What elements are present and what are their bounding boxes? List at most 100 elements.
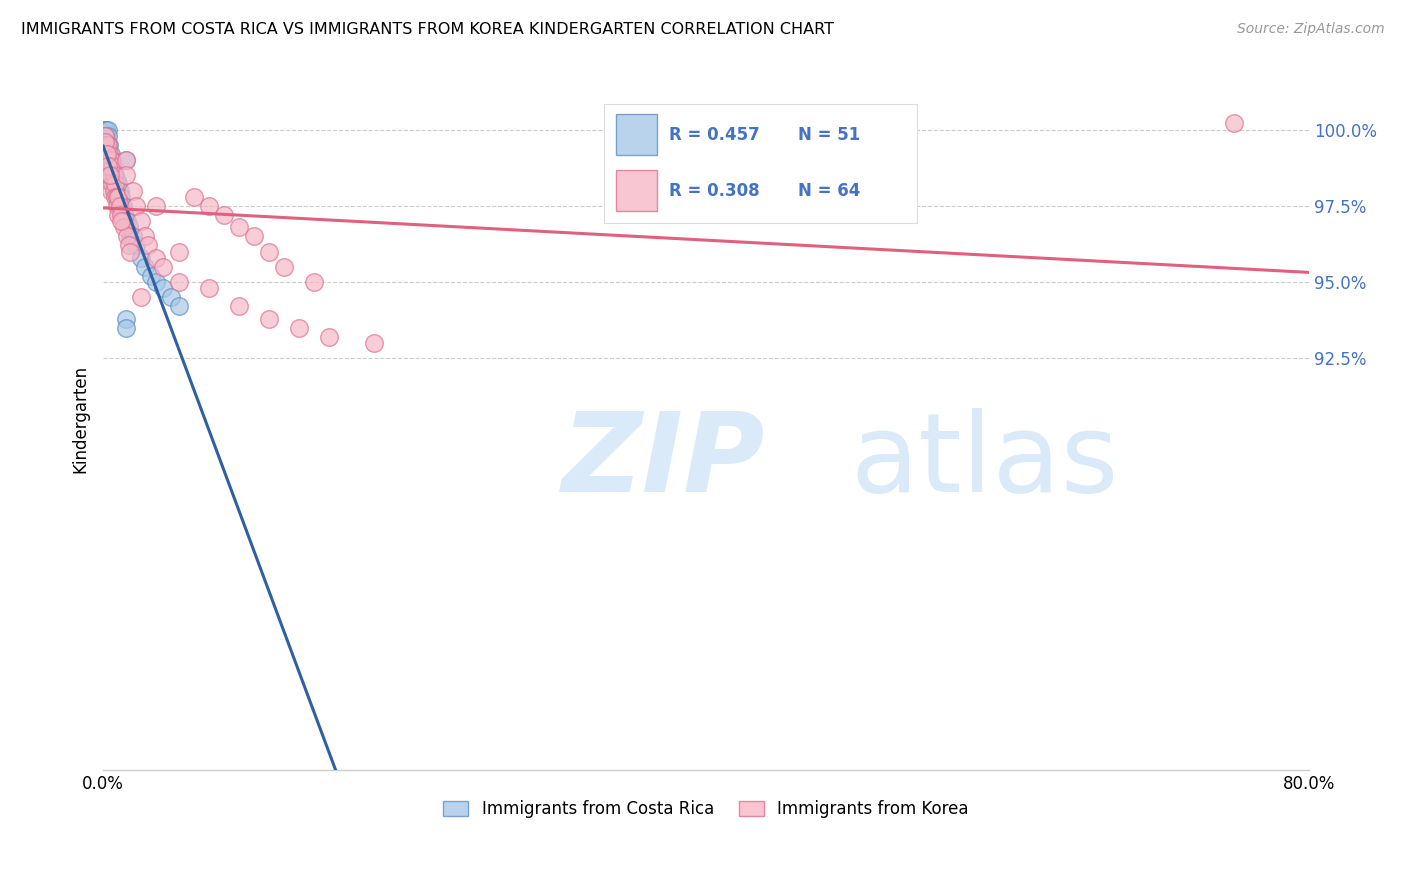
Point — [94, 147, 117, 161]
Point — [101, 159, 124, 173]
Point — [98, 168, 121, 182]
Point — [101, 153, 124, 167]
Point — [103, 184, 125, 198]
Point — [118, 220, 141, 235]
Point — [129, 251, 152, 265]
Point — [114, 320, 136, 334]
Point — [105, 174, 128, 188]
Point — [100, 159, 122, 173]
Point — [93, 137, 115, 152]
Point — [120, 244, 142, 259]
Point — [97, 137, 120, 152]
Point — [302, 275, 325, 289]
Text: IMMIGRANTS FROM COSTA RICA VS IMMIGRANTS FROM KOREA KINDERGARTEN CORRELATION CHA: IMMIGRANTS FROM COSTA RICA VS IMMIGRANTS… — [21, 22, 834, 37]
Point — [103, 159, 125, 173]
Y-axis label: Kindergarten: Kindergarten — [72, 365, 89, 474]
Point — [167, 244, 190, 259]
Point — [167, 300, 190, 314]
Point — [98, 168, 121, 182]
Point — [183, 189, 205, 203]
Point — [104, 184, 127, 198]
Point — [108, 184, 131, 198]
Point — [111, 214, 134, 228]
Point — [98, 168, 121, 182]
Point — [243, 229, 266, 244]
Point — [105, 189, 128, 203]
Point — [97, 159, 120, 173]
Point — [96, 147, 118, 161]
Point — [112, 205, 135, 219]
Point — [167, 275, 190, 289]
Point — [257, 244, 280, 259]
Point — [145, 199, 167, 213]
Point — [103, 178, 125, 192]
Point — [134, 229, 156, 244]
Point — [93, 128, 115, 143]
Point — [97, 122, 120, 136]
Point — [114, 311, 136, 326]
Point — [93, 122, 115, 136]
Point — [1222, 116, 1244, 130]
Point — [100, 153, 122, 167]
Point — [125, 199, 148, 213]
Point — [96, 137, 118, 152]
Point — [160, 290, 183, 304]
Point — [212, 208, 235, 222]
Point — [105, 199, 128, 213]
Point — [141, 268, 163, 283]
Point — [257, 311, 280, 326]
Point — [145, 275, 167, 289]
Point — [94, 137, 117, 152]
Point — [120, 229, 142, 244]
Point — [98, 153, 121, 167]
Point — [110, 214, 132, 228]
Point — [122, 184, 145, 198]
Text: ZIP: ZIP — [561, 408, 765, 515]
Point — [97, 159, 120, 173]
Point — [94, 122, 117, 136]
Point — [110, 189, 132, 203]
Point — [104, 168, 127, 182]
Point — [228, 220, 250, 235]
Legend: Immigrants from Costa Rica, Immigrants from Korea: Immigrants from Costa Rica, Immigrants f… — [437, 794, 976, 825]
Point — [118, 238, 141, 252]
Point — [145, 251, 167, 265]
Point — [112, 220, 135, 235]
Point — [97, 137, 120, 152]
Point — [104, 178, 127, 192]
Point — [152, 281, 174, 295]
Point — [98, 147, 121, 161]
Point — [100, 184, 122, 198]
Point — [97, 168, 120, 182]
Point — [117, 214, 139, 228]
Point — [100, 168, 122, 182]
Point — [363, 336, 385, 351]
Point — [98, 137, 121, 152]
Point — [100, 168, 122, 182]
Point — [100, 168, 122, 182]
Point — [152, 260, 174, 274]
Point — [110, 208, 132, 222]
Text: atlas: atlas — [851, 408, 1119, 515]
Point — [114, 168, 136, 182]
Point — [107, 208, 129, 222]
Point — [101, 178, 124, 192]
Point — [129, 290, 152, 304]
Point — [318, 330, 340, 344]
Text: Source: ZipAtlas.com: Source: ZipAtlas.com — [1237, 22, 1385, 37]
Point — [94, 135, 117, 149]
Point — [103, 168, 125, 182]
Point — [94, 128, 117, 143]
Point — [114, 153, 136, 167]
Point — [114, 153, 136, 167]
Point — [93, 122, 115, 136]
Point — [107, 199, 129, 213]
Point — [98, 159, 121, 173]
Point — [97, 128, 120, 143]
Point — [197, 199, 219, 213]
Point — [129, 214, 152, 228]
Point — [111, 199, 134, 213]
Point — [100, 147, 122, 161]
Point — [125, 238, 148, 252]
Point — [107, 189, 129, 203]
